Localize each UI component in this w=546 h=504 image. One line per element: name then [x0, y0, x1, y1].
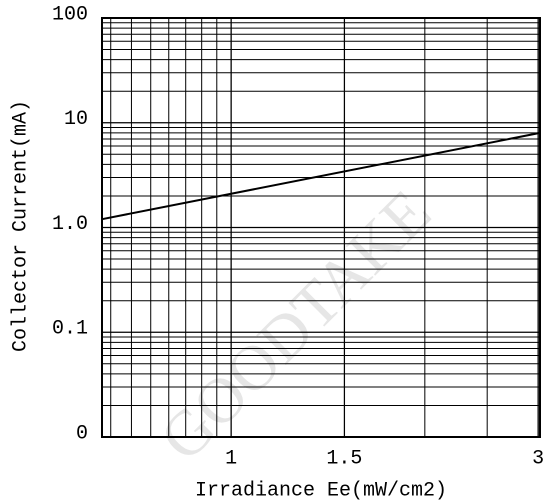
watermark: GOODTAKE — [146, 176, 444, 474]
y-tick-label: 0.1 — [52, 318, 88, 341]
x-tick-label: 3 — [532, 447, 544, 470]
x-axis-label: Irradiance Ee(mW/cm2) — [195, 479, 447, 502]
y-tick-label: 100 — [52, 3, 88, 26]
plot-frame — [101, 17, 541, 438]
y-axis-label: Collector Current(mA) — [9, 100, 32, 352]
x-tick-label: 1.5 — [326, 447, 362, 470]
y-tick-label: 1.0 — [52, 213, 88, 236]
data-line — [101, 131, 541, 221]
x-tick-label: 1 — [225, 447, 237, 470]
y-tick-label: 10 — [64, 108, 88, 131]
y-tick-label: 0 — [76, 422, 88, 445]
